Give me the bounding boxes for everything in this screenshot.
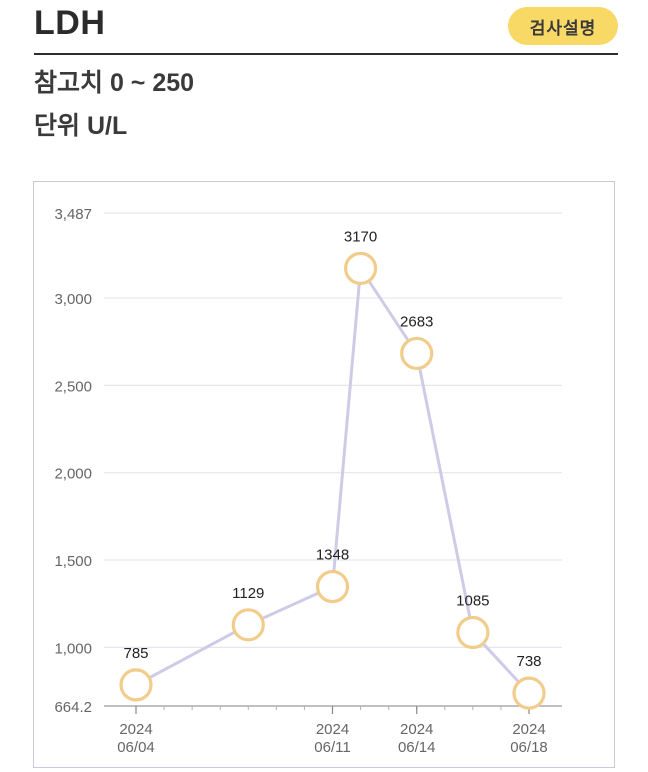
data-label: 1085 [456, 593, 489, 610]
x-tick-label-year: 2024 [119, 721, 152, 738]
test-guide-button[interactable]: 검사설명 [508, 7, 618, 45]
page-title: LDH [34, 4, 106, 42]
y-tick-label: 3,000 [54, 291, 92, 308]
y-tick-label: 1,500 [54, 553, 92, 570]
y-tick-label: 1,000 [54, 640, 92, 657]
data-point [119, 668, 153, 702]
header-divider [34, 53, 618, 55]
x-tick-label-year: 2024 [316, 721, 349, 738]
x-tick-label-date: 06/04 [117, 739, 155, 756]
x-tick-label-date: 06/18 [510, 739, 548, 756]
data-label: 1129 [232, 585, 264, 602]
y-tick-label: 2,000 [54, 466, 92, 483]
y-tick-label: 664.2 [54, 699, 92, 716]
data-label: 785 [123, 645, 148, 662]
data-label: 3170 [344, 228, 377, 245]
data-label: 1348 [316, 547, 349, 564]
reference-range: 참고치 0 ~ 250 [34, 69, 195, 97]
data-point [231, 608, 265, 642]
unit-label: 단위 U/L [34, 112, 128, 140]
data-point [315, 569, 350, 604]
data-label: 738 [516, 653, 541, 670]
data-point [400, 336, 434, 371]
chart-container [33, 181, 615, 768]
x-tick-label-date: 06/14 [398, 739, 436, 756]
x-tick-label-date: 06/11 [314, 739, 350, 756]
y-tick-label: 2,500 [54, 378, 92, 395]
x-tick-label-year: 2024 [512, 721, 545, 738]
data-point [343, 251, 378, 285]
data-label: 2683 [400, 313, 433, 330]
data-point [512, 676, 546, 710]
x-tick-label-year: 2024 [400, 721, 433, 738]
data-point [456, 615, 490, 650]
y-tick-label: 3,487 [54, 206, 92, 223]
